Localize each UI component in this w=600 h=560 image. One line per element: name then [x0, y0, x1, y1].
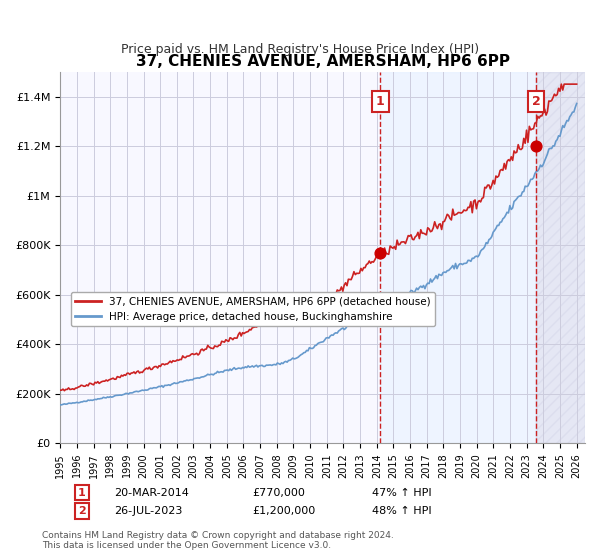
Text: 47% ↑ HPI: 47% ↑ HPI — [372, 488, 431, 498]
Text: 2: 2 — [532, 95, 541, 108]
Text: Contains HM Land Registry data © Crown copyright and database right 2024.
This d: Contains HM Land Registry data © Crown c… — [42, 530, 394, 550]
Legend: 37, CHENIES AVENUE, AMERSHAM, HP6 6PP (detached house), HPI: Average price, deta: 37, CHENIES AVENUE, AMERSHAM, HP6 6PP (d… — [71, 292, 435, 326]
Bar — [536, 72, 585, 443]
Title: 37, CHENIES AVENUE, AMERSHAM, HP6 6PP: 37, CHENIES AVENUE, AMERSHAM, HP6 6PP — [136, 54, 509, 69]
Bar — [536, 72, 585, 443]
Text: 2: 2 — [78, 506, 86, 516]
Bar — [380, 72, 536, 443]
Text: 20-MAR-2014: 20-MAR-2014 — [114, 488, 189, 498]
Text: £1,200,000: £1,200,000 — [252, 506, 315, 516]
Text: 1: 1 — [78, 488, 86, 498]
Point — [376, 248, 385, 257]
Point — [531, 142, 541, 151]
Text: 26-JUL-2023: 26-JUL-2023 — [114, 506, 182, 516]
Text: 1: 1 — [376, 95, 385, 108]
Text: £770,000: £770,000 — [252, 488, 305, 498]
Text: Price paid vs. HM Land Registry's House Price Index (HPI): Price paid vs. HM Land Registry's House … — [121, 43, 479, 56]
Text: 48% ↑ HPI: 48% ↑ HPI — [372, 506, 431, 516]
